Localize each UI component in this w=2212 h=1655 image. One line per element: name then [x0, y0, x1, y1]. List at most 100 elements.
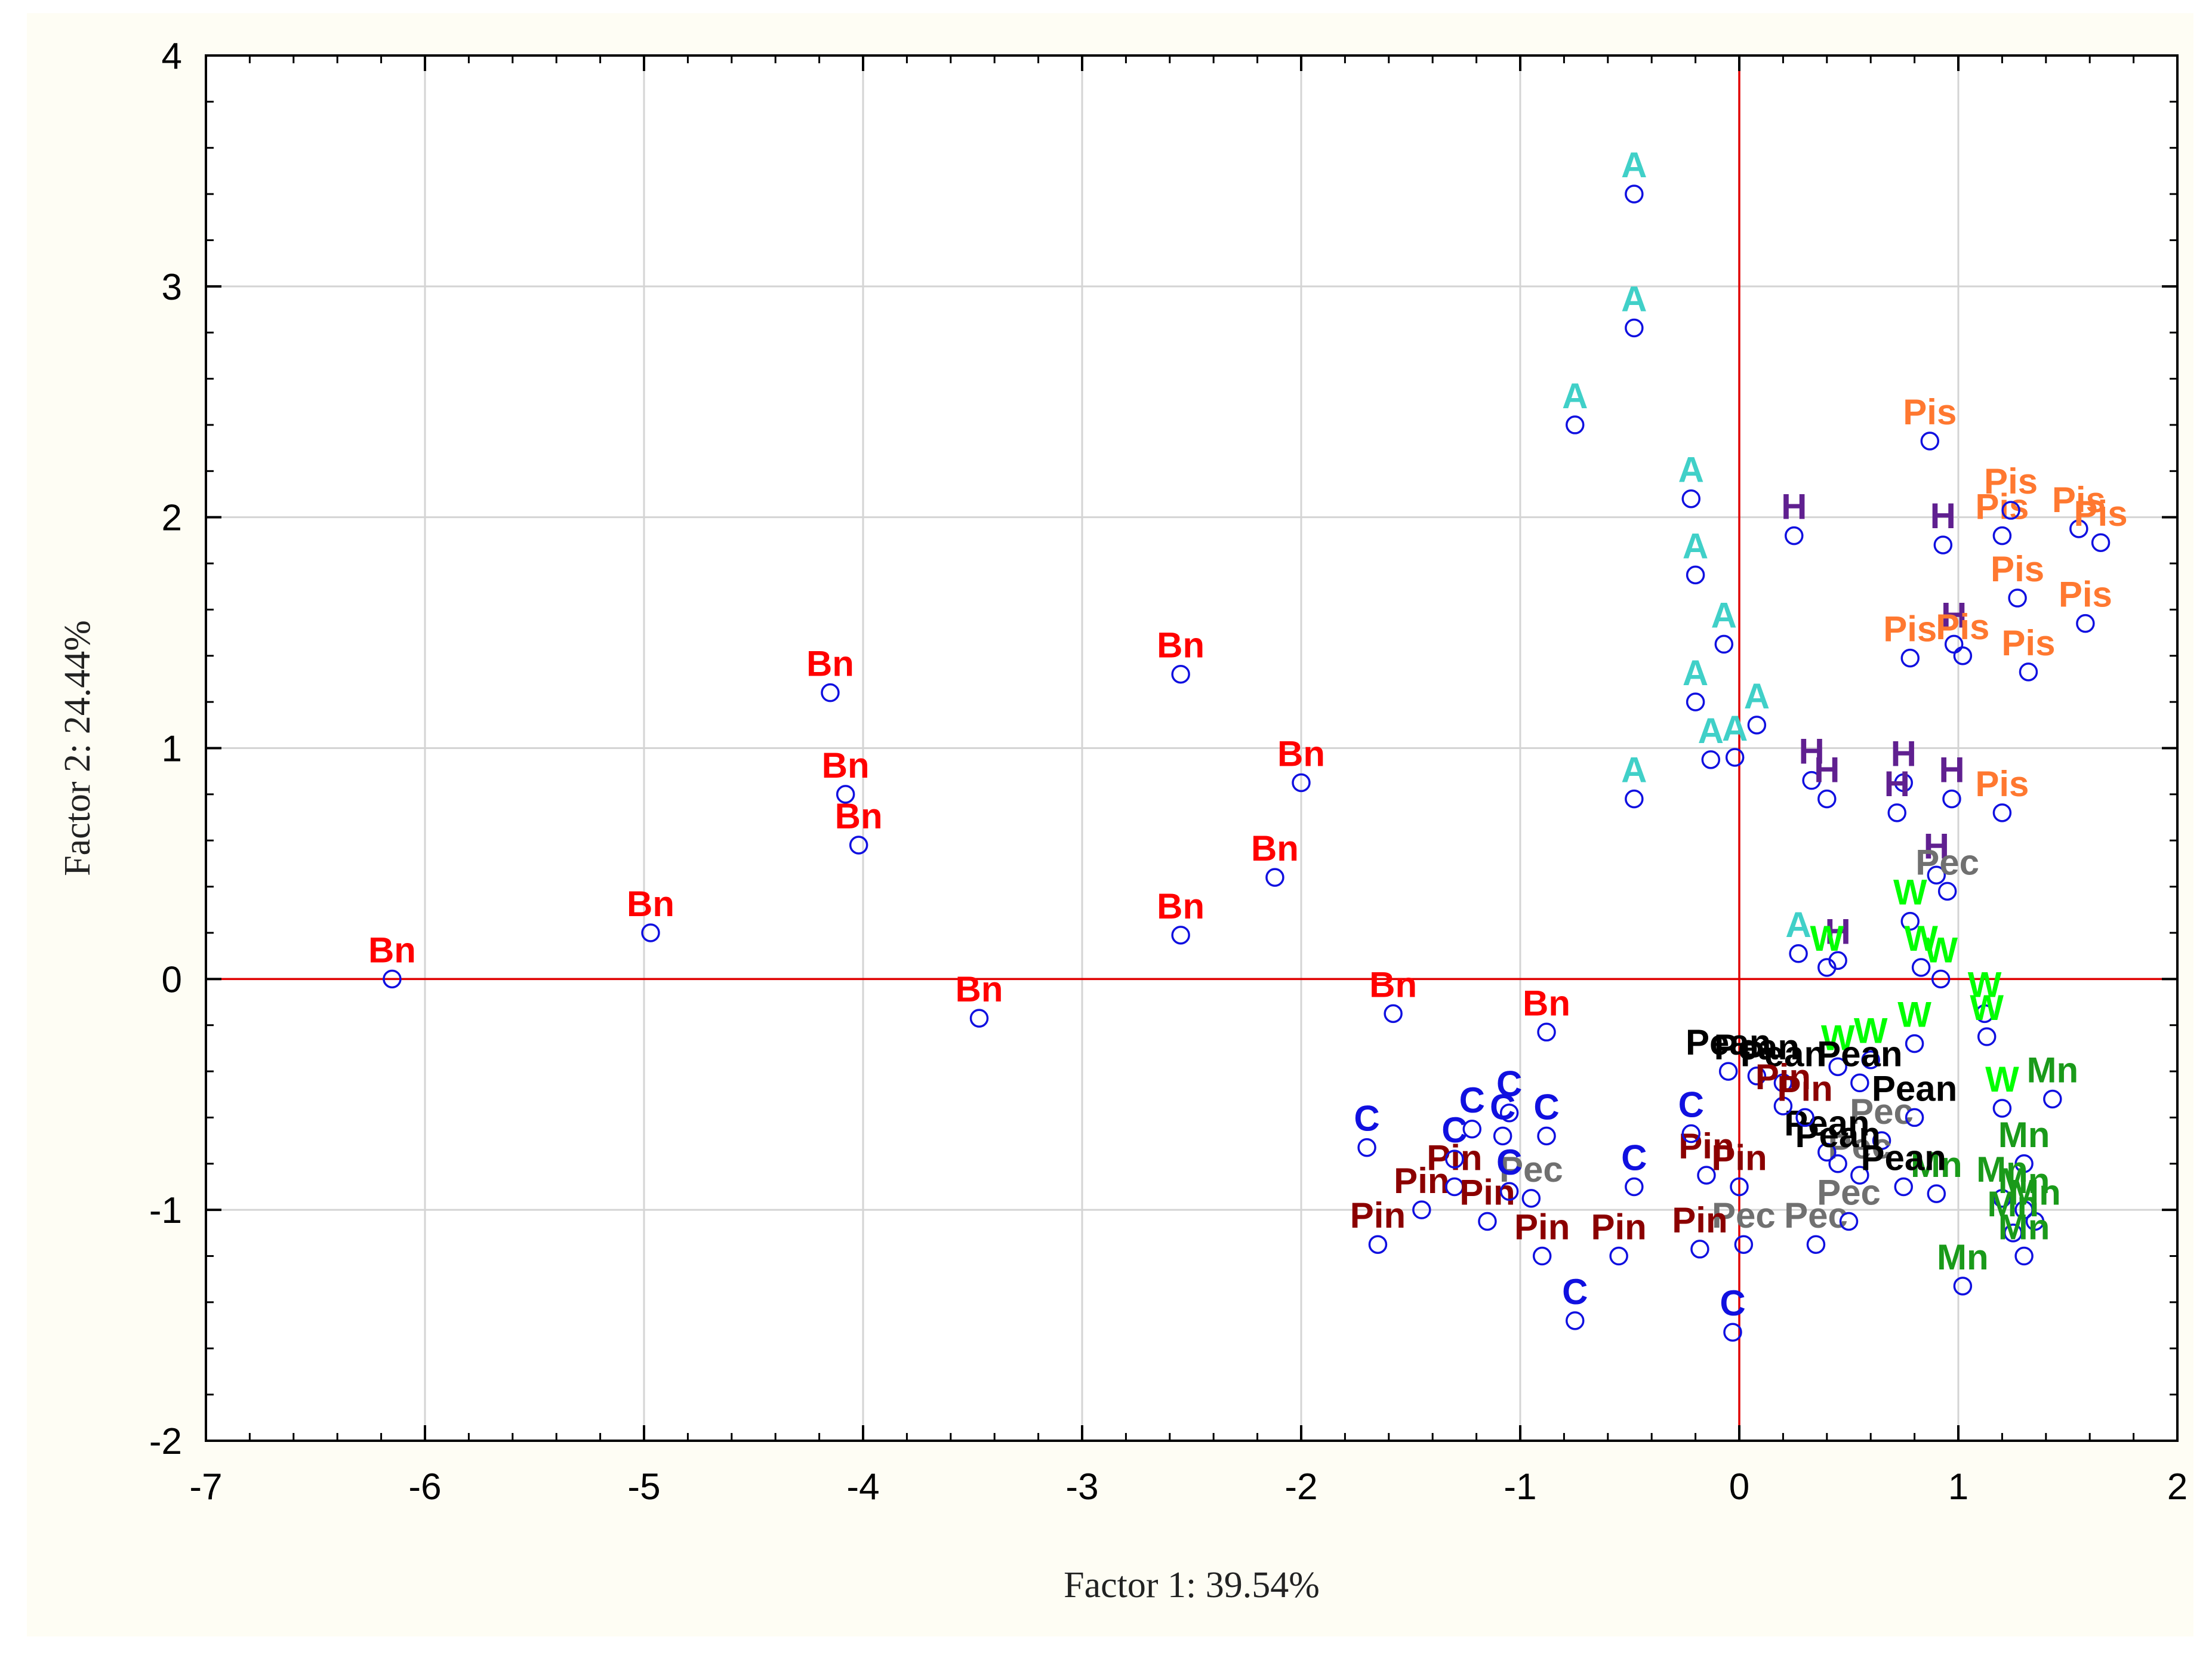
data-point: Pec: [1915, 842, 1979, 901]
point-marker: [1357, 1138, 1376, 1157]
data-point: Pin: [1514, 1207, 1570, 1266]
data-point: W: [1897, 995, 1931, 1053]
data-point: Pean: [1872, 1068, 1957, 1127]
point-marker: [1478, 1212, 1497, 1231]
point-marker: [1725, 748, 1745, 767]
x-tick-label: 1: [1948, 1466, 1968, 1508]
point-label: H: [1798, 732, 1824, 772]
point-marker: [2014, 1200, 2034, 1219]
data-point: H: [1884, 764, 1910, 822]
point-label: C: [1533, 1087, 1559, 1127]
point-marker: [969, 1009, 989, 1028]
point-label: A: [1562, 376, 1588, 416]
data-point: A: [1744, 676, 1770, 735]
point-marker: [1718, 1062, 1738, 1081]
point-marker: [1734, 1235, 1754, 1254]
data-point: Bn: [1369, 964, 1417, 1024]
data-point: Pis: [1975, 487, 2029, 545]
y-tick-label: 4: [162, 36, 182, 77]
point-marker: [1686, 565, 1705, 585]
y-tick-label: -2: [149, 1421, 182, 1462]
point-marker: [1566, 415, 1585, 434]
point-label: Pin: [1755, 1057, 1811, 1097]
data-point: Pis: [1936, 607, 1989, 665]
point-label: Bn: [368, 930, 416, 970]
point-marker: [1681, 1124, 1701, 1144]
data-point: Bn: [368, 930, 416, 989]
point-label: A: [1621, 279, 1647, 319]
data-point: W: [1968, 964, 2002, 1024]
point-marker: [1817, 1142, 1837, 1162]
point-marker: [1773, 1073, 1793, 1093]
data-point: W: [1821, 1018, 1855, 1077]
point-marker: [1953, 1277, 1973, 1296]
y-tick-label: 1: [162, 729, 182, 770]
data-point: Pin: [1591, 1207, 1647, 1266]
point-label: Mn: [1976, 1149, 2028, 1189]
point-marker: [1499, 1103, 1519, 1123]
data-point: Pec: [1817, 1173, 1881, 1231]
data-point: Pin: [1672, 1200, 1728, 1259]
data-point: C: [1496, 1142, 1522, 1201]
data-point: A: [1683, 526, 1708, 585]
point-label: W: [1970, 988, 2004, 1028]
point-marker: [1681, 489, 1701, 508]
point-label: Mn: [1998, 1115, 2050, 1155]
point-marker: [1773, 1096, 1793, 1115]
y-axis-title: Factor 2: 24.44%: [57, 620, 98, 876]
data-point: Pec: [1712, 1195, 1776, 1254]
point-label: Pin: [1394, 1161, 1449, 1201]
point-label: Pis: [1975, 487, 2029, 527]
data-point: H: [1924, 826, 1949, 885]
data-point: A: [1621, 750, 1647, 809]
point-marker: [1905, 1108, 1924, 1127]
data-point: Bn: [835, 796, 883, 855]
data-point: A: [1562, 376, 1588, 434]
data-point: A: [1722, 708, 1748, 767]
data-point: Pin: [1711, 1138, 1767, 1197]
data-point: H: [1814, 750, 1840, 809]
point-marker: [1537, 1126, 1556, 1146]
point-label: W: [1904, 919, 1938, 959]
data-point: C: [1533, 1087, 1560, 1146]
data-point: Pean: [1714, 1027, 1800, 1086]
point-marker: [1861, 1050, 1880, 1070]
reference-lines: [206, 56, 2177, 1441]
point-label: Mn: [2026, 1050, 2078, 1090]
point-label: Bn: [1157, 625, 1204, 665]
point-marker: [1499, 1182, 1519, 1201]
data-point: A: [1683, 653, 1708, 711]
data-point: A: [1785, 905, 1812, 963]
data-point: C: [1621, 1138, 1647, 1197]
data-point: Pec: [1784, 1195, 1848, 1254]
point-label: A: [1722, 708, 1748, 748]
point-label: Bn: [1369, 964, 1417, 1004]
data-point: Bn: [822, 745, 870, 804]
point-label: C: [1496, 1064, 1522, 1104]
point-label: Pean: [1714, 1027, 1800, 1067]
point-marker: [641, 923, 660, 942]
point-label: H: [1825, 911, 1850, 951]
point-marker: [1625, 318, 1644, 338]
data-point: Mn: [1976, 1149, 2028, 1208]
point-label: Pis: [2059, 575, 2112, 615]
data-point: H: [1781, 487, 1807, 545]
point-label: Bn: [1251, 828, 1299, 868]
x-tick-label: -2: [1284, 1466, 1317, 1508]
point-marker: [1975, 1004, 1994, 1024]
point-marker: [1521, 1189, 1541, 1208]
y-tick-label: -1: [149, 1190, 182, 1231]
x-tick-label: -3: [1065, 1466, 1098, 1508]
point-marker: [1445, 1177, 1464, 1197]
point-marker: [1872, 1131, 1891, 1150]
data-point: Mn: [1998, 1115, 2050, 1173]
point-marker: [1911, 958, 1931, 977]
point-label: Bn: [806, 644, 854, 684]
point-label: Pean: [1817, 1034, 1902, 1074]
point-label: Bn: [822, 745, 870, 785]
point-marker: [1730, 1177, 1749, 1197]
point-label: W: [1810, 919, 1844, 959]
point-marker: [821, 683, 840, 702]
point-label: Pin: [1678, 1126, 1734, 1166]
